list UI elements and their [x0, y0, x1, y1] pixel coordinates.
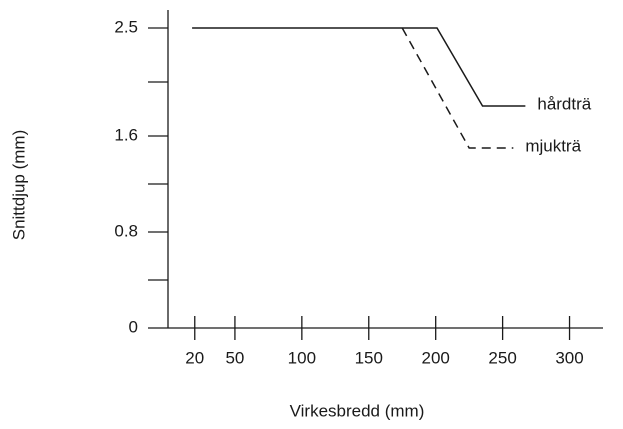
y-tick-label: 2.5 — [114, 17, 138, 36]
x-tick-label: 20 — [185, 348, 204, 367]
y-tick-label: 1.6 — [114, 125, 138, 144]
y-tick-label: 0.8 — [114, 221, 138, 240]
x-tick-label: 300 — [555, 348, 583, 367]
y-axis-title: Snittdjup (mm) — [9, 130, 28, 241]
x-tick-label: 150 — [355, 348, 383, 367]
x-axis-title: Virkesbredd (mm) — [290, 401, 425, 420]
x-tick-label: 200 — [422, 348, 450, 367]
series-label: hårdträ — [537, 94, 591, 113]
series-line — [401, 27, 514, 149]
x-tick-label: 50 — [225, 348, 244, 367]
y-tick-label: 0 — [129, 317, 138, 336]
x-tick-label: 250 — [488, 348, 516, 367]
series-label: mjukträ — [525, 136, 581, 155]
x-tick-label: 100 — [288, 348, 316, 367]
series-line — [192, 27, 526, 107]
